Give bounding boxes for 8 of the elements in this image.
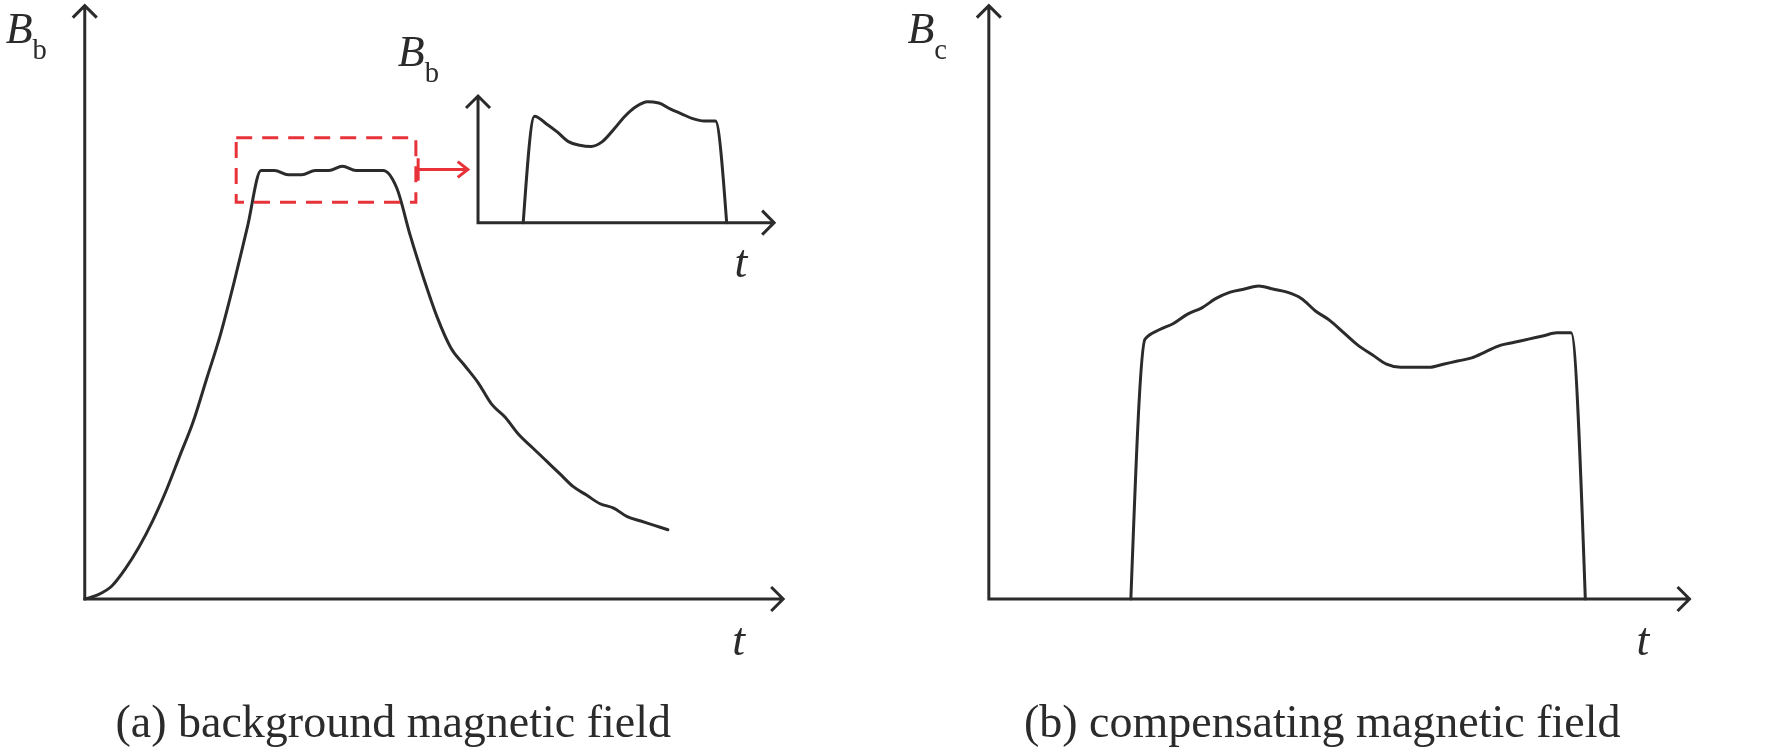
text: (a) background magnetic field	[115, 695, 672, 747]
y-axis-title: B$_{b}$	[397, 26, 439, 88]
x-axis-title: t	[734, 235, 749, 287]
y-axis-title: B$_{b}$	[5, 3, 47, 65]
x-axis-title: t	[732, 614, 747, 666]
y-axis-title: B$_{c}$	[907, 3, 948, 65]
text: (b) compensating magnetic field	[1023, 695, 1621, 747]
x-axis-title: t	[1636, 614, 1651, 666]
